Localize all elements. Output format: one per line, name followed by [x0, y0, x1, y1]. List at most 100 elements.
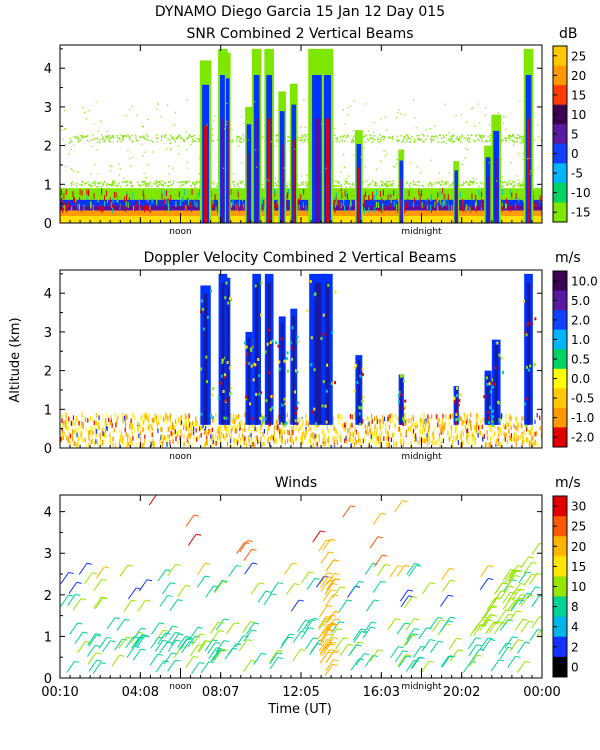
- velocity-cell: [70, 439, 72, 445]
- velocity-speckle: [493, 382, 496, 386]
- snr-layer-dot: [172, 182, 175, 184]
- snr-speckle: [151, 198, 153, 204]
- velocity-speckle: [211, 393, 214, 397]
- snr-layer-dot: [96, 137, 98, 139]
- wind-barb: [162, 582, 171, 595]
- velocity-cell: [441, 436, 443, 442]
- velocity-cell: [268, 426, 270, 431]
- wind-barb: [290, 599, 300, 612]
- velocity-cell: [350, 422, 352, 428]
- snr-layer-dot: [128, 136, 131, 139]
- snr-speckle: [378, 192, 380, 199]
- snr-dot: [540, 139, 542, 141]
- snr-speckle: [134, 205, 136, 212]
- noon-label: noon: [169, 682, 191, 692]
- snr-layer-dot: [452, 134, 455, 136]
- snr-layer-dot: [239, 180, 241, 183]
- velocity-cell: [155, 415, 158, 420]
- velocity-cell: [509, 414, 511, 420]
- snr-speckle: [261, 197, 263, 204]
- snr-layer-dot: [489, 134, 492, 136]
- velocity-cell: [88, 436, 90, 441]
- velocity-cell: [152, 441, 154, 446]
- velocity-cell: [223, 433, 225, 439]
- snr-speckle: [469, 206, 471, 213]
- wind-barb-flag: [167, 641, 173, 644]
- snr-layer-dot: [397, 140, 399, 142]
- wind-barb: [467, 637, 477, 650]
- snr-speckle: [128, 197, 130, 203]
- snr-layer-dot: [452, 140, 455, 142]
- snr-layer-dot: [478, 134, 480, 136]
- velocity-cell: [105, 418, 107, 423]
- velocity-cell: [121, 438, 124, 444]
- snr-speckle: [389, 205, 391, 212]
- snr-layer-dot: [441, 141, 443, 143]
- wind-barb: [339, 643, 349, 656]
- velocity-cell: [222, 432, 224, 438]
- snr-dot: [410, 162, 412, 164]
- snr-layer-dot: [162, 184, 164, 187]
- snr-speckle: [161, 193, 163, 200]
- velocity-cell: [151, 423, 153, 429]
- wind-barb-flag: [106, 636, 112, 639]
- snr-layer-dot: [91, 182, 93, 184]
- snr-layer-dot: [241, 141, 243, 143]
- snr-heatmap-area: [60, 48, 542, 223]
- snr-speckle: [263, 199, 265, 206]
- wind-barb-flag: [411, 596, 418, 599]
- snr-layer-dot: [509, 183, 511, 185]
- velocity-cell: [348, 427, 351, 433]
- snr-layer-dot: [462, 181, 465, 184]
- snr-layer-dot: [302, 181, 305, 183]
- velocity-cell: [196, 437, 198, 442]
- wind-barb-flag: [172, 625, 178, 628]
- snr-dot: [214, 115, 216, 117]
- snr-speckle: [333, 199, 335, 206]
- wind-barb: [418, 627, 427, 640]
- velocity-cell: [515, 433, 518, 439]
- snr-layer-dot: [122, 139, 125, 141]
- velocity-cell: [527, 438, 529, 444]
- wind-barb: [68, 582, 78, 594]
- snr-layer-dot: [351, 138, 354, 140]
- velocity-speckle: [310, 336, 313, 340]
- snr-layer-dot: [447, 185, 450, 188]
- velocity-cell: [385, 437, 387, 443]
- snr-layer-dot: [151, 185, 153, 187]
- velocity-cell: [272, 436, 274, 441]
- velocity-cell: [116, 422, 118, 428]
- wind-barb: [197, 640, 206, 652]
- snr-layer-dot: [168, 181, 171, 183]
- snr-layer-dot: [466, 139, 469, 141]
- wind-barb-flag: [346, 599, 353, 602]
- y-tick-label: 0: [44, 217, 52, 232]
- snr-layer-dot: [381, 136, 383, 139]
- wind-barb: [74, 631, 84, 644]
- snr-layer-dot: [413, 141, 416, 143]
- x-tick-label: 08:07: [202, 685, 239, 700]
- snr-layer-dot: [98, 138, 100, 141]
- velocity-cell: [114, 426, 117, 431]
- snr-dot: [142, 126, 145, 128]
- velocity-cell: [124, 413, 126, 419]
- snr-dot: [512, 144, 515, 146]
- snr-layer-dot: [456, 136, 459, 138]
- snr-layer-dot: [426, 135, 429, 137]
- velocity-speckle: [205, 355, 208, 359]
- snr-dot: [112, 141, 114, 143]
- snr-layer-dot: [156, 181, 158, 183]
- colorbar-swatch: [553, 124, 567, 145]
- snr-layer-dot: [118, 137, 121, 139]
- snr-speckle: [214, 194, 216, 201]
- snr-layer-dot: [338, 185, 340, 187]
- velocity-cell: [172, 439, 174, 445]
- velocity-cell: [179, 421, 182, 426]
- velocity-cell: [514, 425, 516, 431]
- velocity-cell: [388, 415, 390, 420]
- velocity-cell: [239, 437, 242, 443]
- velocity-cell: [123, 442, 125, 447]
- snr-layer-dot: [301, 134, 303, 137]
- velocity-cell: [80, 421, 83, 426]
- snr-speckle: [243, 203, 245, 210]
